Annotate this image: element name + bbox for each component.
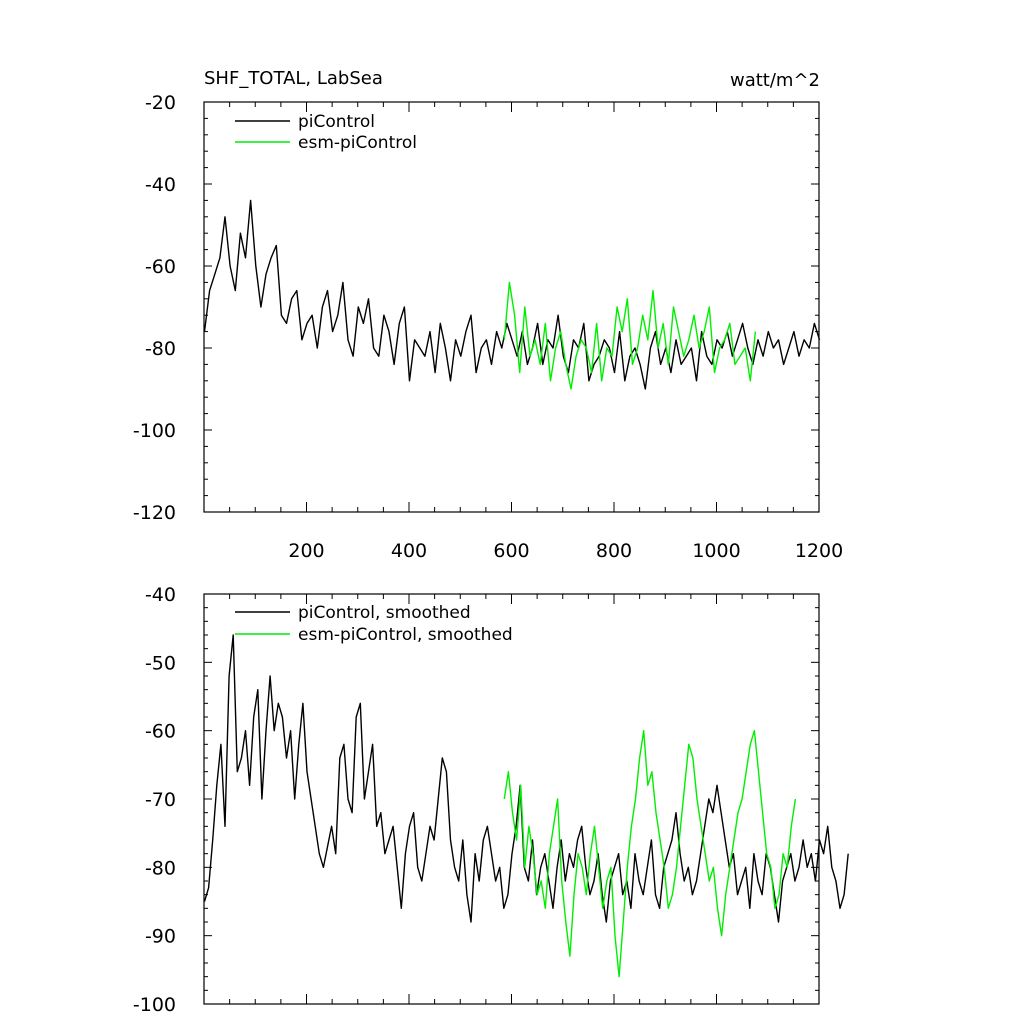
y-tick-label-top: -20 [145, 92, 176, 114]
chart-top-title-right: watt/m^2 [730, 70, 820, 91]
y-tick-label-top: -80 [145, 338, 176, 360]
y-tick-label-top: -100 [133, 420, 176, 442]
chart-top-series [203, 199, 821, 390]
y-tick-label-top: -60 [145, 256, 176, 278]
y-tick-label-bottom: -100 [133, 994, 176, 1016]
y-tick-label-bottom: -50 [145, 652, 176, 674]
series-line-bottom-1 [503, 730, 797, 978]
series-line-top-1 [503, 281, 757, 390]
y-tick-label-bottom: -60 [145, 721, 176, 743]
y-tick-label-bottom: -90 [145, 926, 176, 948]
chart-top-ticks: -120 -100 -80 -60 -40 -20 200 400 600 800 1000 1200 [133, 92, 843, 562]
y-tick-label-bottom: -70 [145, 789, 176, 811]
chart-bottom-ticks: -100 -90 -80 -70 -60 -50 -40 [133, 584, 820, 1016]
x-tick-label-top: 800 [596, 540, 632, 562]
chart-bottom-series [203, 634, 849, 978]
chart-top-frame [203, 101, 820, 513]
legend-label-picontrol: piControl [298, 112, 375, 132]
x-tick-label-top: 400 [391, 540, 427, 562]
y-tick-label-top: -40 [145, 174, 176, 196]
chart-bottom-legend: piControl, smoothed esm-piControl, smoot… [235, 603, 513, 645]
legend-label-esm-picontrol-smoothed: esm-piControl, smoothed [298, 625, 513, 645]
legend-label-esm-picontrol: esm-piControl [298, 133, 417, 153]
y-tick-label-top: -120 [133, 502, 176, 524]
chart-top-legend: piControl esm-piControl [235, 112, 417, 153]
legend-label-picontrol-smoothed: piControl, smoothed [298, 603, 471, 623]
chart-top-title-left: SHF_TOTAL, LabSea [204, 68, 383, 89]
chart-bottom: -100 -90 -80 -70 -60 -50 -40 piControl, smooth… [133, 584, 849, 1016]
x-tick-label-top: 200 [288, 540, 324, 562]
series-line-bottom-0 [203, 634, 849, 923]
chart-top: SHF_TOTAL, LabSea watt/m^2 -120 -100 -80 -6… [133, 68, 843, 562]
y-tick-label-bottom: -40 [145, 584, 176, 606]
series-line-top-0 [203, 199, 821, 390]
y-tick-label-bottom: -80 [145, 857, 176, 879]
x-tick-label-top: 1200 [795, 540, 843, 562]
x-tick-label-top: 600 [493, 540, 529, 562]
x-tick-label-top: 1000 [692, 540, 740, 562]
